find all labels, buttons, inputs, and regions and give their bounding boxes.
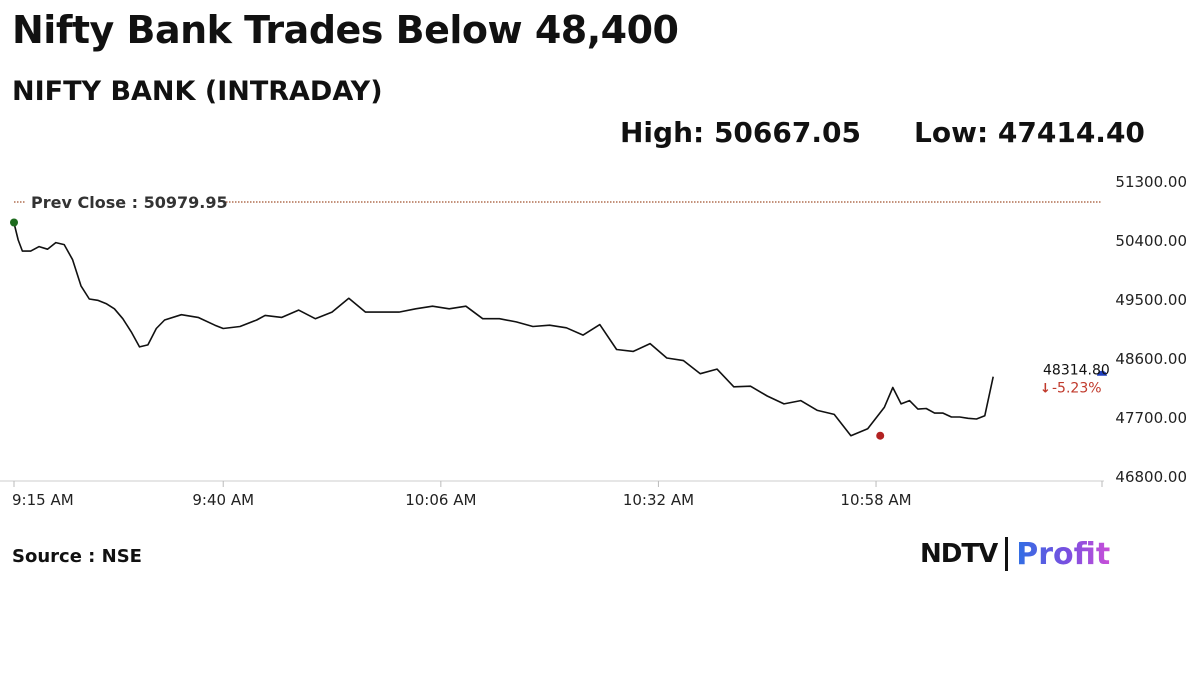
- ndtv-profit-logo: NDTV Profit: [920, 534, 1110, 574]
- x-tick-label: 9:15 AM: [12, 491, 74, 509]
- chart-subtitle: NIFTY BANK (INTRADAY): [12, 76, 383, 107]
- x-tick-label: 10:32 AM: [623, 491, 694, 509]
- prev-close-label: Prev Close : 50979.95: [31, 193, 228, 212]
- y-tick-label: 50400.00: [1115, 232, 1187, 250]
- last-price-marker: [1097, 370, 1107, 376]
- down-arrow-icon: ↓: [1040, 382, 1051, 397]
- price-series-line: [13, 222, 994, 437]
- open-marker: [10, 218, 18, 227]
- logo-product: Profit: [1016, 536, 1111, 572]
- day-low-stat: Low: 47414.40: [914, 116, 1145, 149]
- change-percent-label: -5.23%: [1052, 381, 1102, 397]
- y-tick-label: 46800.00: [1115, 468, 1187, 486]
- y-tick-label: 51300.00: [1115, 173, 1187, 191]
- source-note: Source : NSE: [12, 546, 142, 567]
- logo-brand: NDTV: [920, 539, 998, 569]
- logo-divider: [1005, 537, 1009, 571]
- last-value-label: 48314.80: [1043, 363, 1110, 379]
- y-tick-label: 49500.00: [1115, 291, 1187, 309]
- x-tick-label: 10:06 AM: [405, 491, 476, 509]
- y-tick-label: 47700.00: [1115, 409, 1187, 427]
- day-low-marker: [876, 431, 885, 440]
- x-tick-label: 10:58 AM: [840, 491, 911, 509]
- headline: Nifty Bank Trades Below 48,400: [12, 8, 679, 52]
- day-high-stat: High: 50667.05: [620, 116, 861, 149]
- y-tick-label: 48600.00: [1115, 350, 1187, 368]
- x-tick-label: 9:40 AM: [192, 491, 254, 509]
